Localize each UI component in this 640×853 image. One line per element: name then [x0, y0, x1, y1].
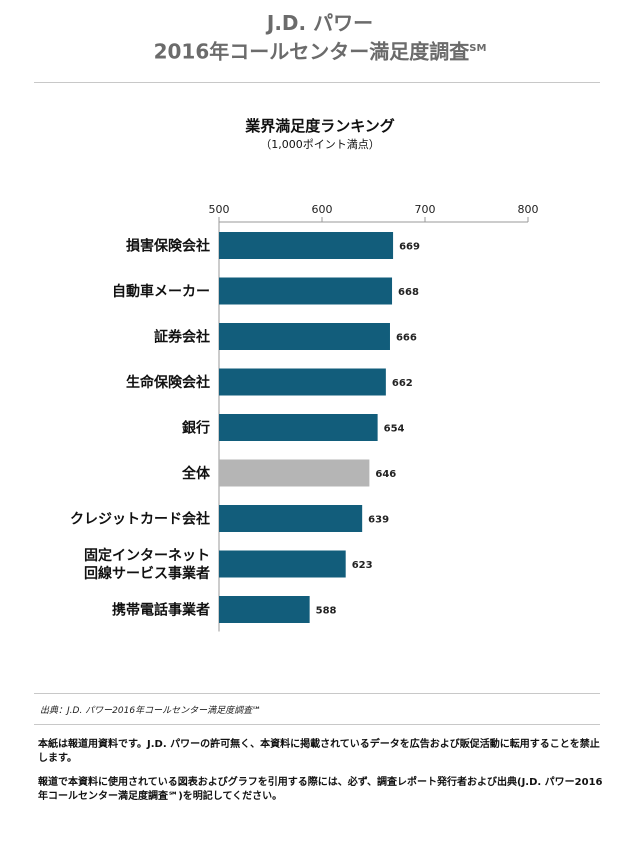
bar-value-label: 666	[396, 333, 417, 344]
category-label: 損害保険会社	[126, 238, 210, 255]
x-tick-label: 600	[312, 203, 333, 216]
category-label: 銀行	[182, 420, 210, 437]
bar	[219, 596, 310, 623]
bar-value-label: 623	[352, 560, 373, 571]
service-mark: SM	[469, 43, 487, 54]
bar-value-label: 654	[384, 424, 405, 435]
bar	[219, 414, 378, 441]
bar-value-label: 639	[368, 515, 389, 526]
category-label: 全体	[181, 465, 211, 482]
bar	[219, 277, 393, 305]
notes: 本紙は報道用資料です。J.D. パワーの許可無く、本資料に掲載されているデータを…	[38, 738, 604, 814]
bar-value-label: 669	[399, 242, 420, 253]
bar	[219, 323, 390, 350]
bar	[219, 459, 370, 487]
category-label: 証券会社	[154, 329, 210, 346]
category-label: 携帯電話事業者	[112, 602, 210, 619]
bar-value-label: 668	[398, 287, 419, 298]
source-divider-bottom	[34, 724, 600, 725]
citation-note: 報道で本資料に使用されている図表およびグラフを引用する際には、必ず、調査レポート…	[38, 777, 603, 802]
header: J.D. パワー 2016年コールセンター満足度調査SM	[0, 10, 640, 65]
category-label: 自動車メーカー	[112, 283, 210, 300]
category-label: 回線サービス事業者	[84, 565, 210, 582]
source-note: 出典：J.D. パワー2016年コールセンター満足度調査℠	[40, 706, 262, 716]
brand-title: J.D. パワー	[266, 11, 374, 35]
chart-subtitle: （1,000ポイント満点）	[260, 138, 380, 151]
x-tick-label: 500	[209, 203, 230, 216]
bar-value-label: 646	[375, 469, 396, 480]
category-label: クレジットカード会社	[70, 511, 210, 528]
chart-title: 業界満足度ランキング	[245, 117, 395, 135]
bar	[219, 368, 386, 396]
source-divider-top	[34, 693, 600, 694]
category-label: 固定インターネット	[84, 547, 210, 564]
category-label: 生命保険会社	[126, 374, 210, 391]
survey-title: 2016年コールセンター満足度調査SM	[0, 36, 640, 65]
usage-note: 本紙は報道用資料です。J.D. パワーの許可無く、本資料に掲載されているデータを…	[38, 739, 600, 764]
bar	[219, 550, 346, 578]
bar-value-label: 662	[392, 378, 413, 389]
bar-chart: 500 600 700 800 669 損害保険会社 668 自動車メーカー 666 証券会社 66…	[70, 203, 539, 632]
x-tick-label: 700	[415, 203, 436, 216]
bar-value-label: 588	[316, 606, 337, 617]
bar	[219, 505, 363, 532]
x-tick-label: 800	[518, 203, 539, 216]
survey-title-text: 2016年コールセンター満足度調査	[153, 39, 470, 64]
bar	[219, 232, 394, 259]
header-divider	[34, 82, 600, 83]
